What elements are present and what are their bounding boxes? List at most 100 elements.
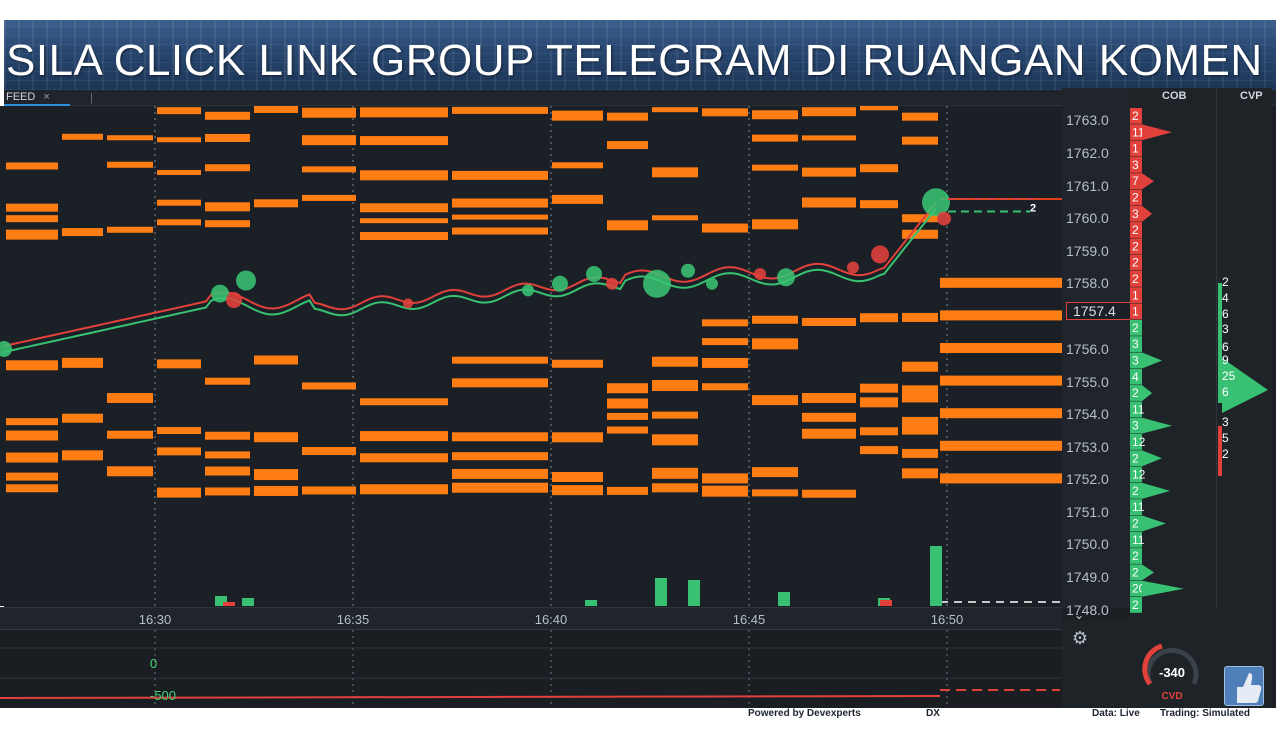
- cvp-number: 5: [1222, 431, 1229, 445]
- order-level: [157, 447, 201, 456]
- order-level: [254, 469, 298, 481]
- marker-qty: 2: [1030, 203, 1036, 215]
- order-level: [652, 107, 698, 113]
- order-level: [552, 471, 603, 482]
- price-label: 1750.0: [1066, 536, 1109, 552]
- order-level: [360, 107, 448, 118]
- cob-cell: [1130, 124, 1142, 141]
- volume-bar: [242, 598, 254, 606]
- cob-number: 3: [1132, 354, 1139, 368]
- cvd-gauge: [1142, 643, 1199, 686]
- time-label: 16:30: [138, 612, 172, 627]
- cvp-number: 2: [1222, 275, 1229, 289]
- cvd-indicator-pane[interactable]: 0 -500: [0, 629, 1062, 709]
- order-level: [205, 377, 250, 385]
- cob-number: 12: [1132, 468, 1146, 482]
- order-level: [752, 164, 798, 171]
- cob-cell: [1130, 156, 1142, 173]
- order-level: [802, 135, 856, 141]
- order-level: [157, 359, 201, 369]
- order-level: [902, 136, 938, 145]
- order-level: [752, 395, 798, 406]
- projected-level: [940, 277, 1062, 288]
- order-level: [702, 357, 748, 368]
- order-level: [157, 199, 201, 206]
- price-label: 1755.0: [1066, 374, 1109, 390]
- cob-number: 2: [1132, 451, 1139, 465]
- price-label: 1748.0: [1066, 602, 1109, 618]
- order-level: [860, 106, 898, 111]
- projected-level: [940, 343, 1062, 353]
- order-level: [205, 466, 250, 476]
- order-level: [157, 137, 201, 143]
- heatmap-plot[interactable]: 2: [0, 106, 1062, 606]
- volume-bar: [223, 602, 235, 606]
- order-level: [62, 133, 103, 140]
- cob-profile-bar: [1142, 482, 1170, 499]
- order-level: [254, 106, 298, 113]
- price-label: 1756.0: [1066, 341, 1109, 357]
- trade-bubble: [522, 284, 534, 297]
- order-level: [62, 357, 103, 368]
- time-label: 16:50: [930, 612, 964, 627]
- order-level: [254, 485, 298, 496]
- cob-profile-bar: [1142, 564, 1154, 581]
- order-level: [254, 199, 298, 208]
- price-label: 1762.0: [1066, 145, 1109, 161]
- cob-cell: [1130, 205, 1142, 222]
- cvp-profile: [1218, 426, 1222, 476]
- trade-bubble: [777, 268, 795, 287]
- order-level: [107, 226, 153, 233]
- volume-bar: [655, 578, 667, 606]
- trade-bubble: [937, 211, 951, 226]
- order-level: [205, 111, 250, 120]
- order-level: [752, 219, 798, 230]
- order-level: [607, 486, 648, 495]
- data-status: Data: Live: [1092, 708, 1140, 719]
- order-level: [205, 451, 250, 459]
- order-level: [860, 446, 898, 455]
- cob-cell: [1130, 564, 1142, 581]
- order-level: [254, 355, 298, 365]
- volume-bar: [880, 600, 892, 606]
- order-level: [752, 338, 798, 350]
- order-level: [702, 223, 748, 233]
- tab-separator: |: [90, 92, 93, 104]
- indicator-canvas: [0, 630, 1062, 709]
- order-level: [107, 393, 153, 404]
- cob-number: 2: [1132, 321, 1139, 335]
- cob-cell: [1130, 499, 1142, 515]
- order-level: [552, 110, 603, 121]
- cvp-number: 25: [1222, 369, 1236, 383]
- order-level: [607, 426, 648, 434]
- order-level: [752, 134, 798, 142]
- order-level: [452, 227, 548, 235]
- cob-number: 2: [1132, 517, 1139, 531]
- tab-feed[interactable]: FEED ×: [4, 90, 70, 106]
- time-label: 16:45: [732, 612, 766, 627]
- chevron-down-icon[interactable]: ⌄: [1074, 608, 1085, 622]
- order-level: [902, 427, 938, 435]
- cob-cell: [1130, 140, 1142, 157]
- cob-number: 3: [1132, 207, 1139, 221]
- order-level: [6, 229, 58, 240]
- order-level: [702, 473, 748, 484]
- close-icon[interactable]: ×: [43, 91, 50, 103]
- cob-cell: [1130, 401, 1142, 418]
- time-label: 16:40: [534, 612, 568, 627]
- cob-number: 2: [1132, 386, 1139, 400]
- order-level: [802, 317, 856, 326]
- cvd-label: CVD: [1161, 691, 1183, 702]
- order-level: [652, 434, 698, 446]
- order-level: [360, 453, 448, 463]
- cob-cell: [1130, 580, 1142, 597]
- cvd-value: -340: [1158, 665, 1186, 680]
- order-level: [752, 489, 798, 497]
- price-label: 1759.0: [1066, 243, 1109, 259]
- price-axis[interactable]: 1763.0 1762.0 1761.0 1760.0 1759.0 1758.0 1756…: [1062, 88, 1130, 618]
- order-level: [552, 194, 603, 204]
- cvp-number: 4: [1222, 291, 1229, 305]
- trade-bubble: [871, 245, 889, 264]
- order-level: [607, 398, 648, 409]
- gear-icon[interactable]: ⚙: [1071, 628, 1089, 648]
